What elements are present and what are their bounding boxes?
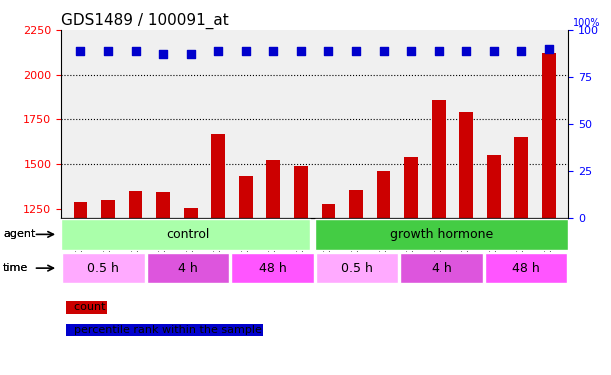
Bar (211, 134, 225, 375)
FancyBboxPatch shape (61, 219, 310, 250)
Point (379, 48, 389, 54)
Point (158, 51, 168, 57)
Bar (294, 166, 308, 375)
Point (324, 48, 334, 54)
Point (461, 48, 471, 54)
Text: agent: agent (3, 230, 35, 239)
Point (241, 48, 251, 54)
Bar (432, 100, 445, 375)
FancyBboxPatch shape (315, 219, 568, 250)
Bar (404, 157, 418, 375)
Text: 0.5 h: 0.5 h (341, 262, 373, 274)
Point (406, 48, 416, 54)
Point (268, 48, 278, 54)
Bar (376, 171, 390, 375)
Text: time: time (3, 263, 28, 273)
FancyBboxPatch shape (231, 253, 313, 284)
Point (489, 48, 499, 54)
Text: percentile rank within the sample: percentile rank within the sample (67, 325, 262, 335)
Text: 4 h: 4 h (431, 262, 452, 274)
Point (351, 48, 361, 54)
Point (296, 48, 306, 54)
Text: 100%: 100% (573, 18, 601, 28)
Point (516, 48, 526, 54)
Point (213, 48, 223, 54)
Bar (73, 202, 87, 375)
FancyBboxPatch shape (62, 253, 145, 284)
Bar (156, 192, 170, 375)
Bar (321, 204, 335, 375)
Bar (239, 176, 253, 375)
Point (131, 48, 141, 54)
Point (103, 48, 113, 54)
FancyBboxPatch shape (485, 253, 567, 284)
Bar (542, 53, 556, 375)
Text: control: control (166, 228, 210, 241)
Text: GDS1489 / 100091_at: GDS1489 / 100091_at (61, 12, 229, 28)
Text: count: count (67, 303, 106, 312)
Bar (514, 137, 529, 375)
FancyBboxPatch shape (400, 253, 483, 284)
Point (434, 48, 444, 54)
Text: 4 h: 4 h (178, 262, 198, 274)
Bar (487, 155, 500, 375)
Text: growth hormone: growth hormone (390, 228, 493, 241)
FancyBboxPatch shape (316, 253, 398, 284)
Text: time: time (3, 263, 28, 273)
Point (544, 46, 554, 52)
Bar (129, 191, 142, 375)
Bar (101, 200, 115, 375)
Point (186, 51, 196, 57)
Bar (266, 160, 280, 375)
Bar (349, 190, 363, 375)
Text: agent: agent (3, 230, 35, 239)
FancyBboxPatch shape (147, 253, 229, 284)
Bar (459, 112, 473, 375)
Bar (184, 208, 197, 375)
Point (76, 48, 86, 54)
Text: 48 h: 48 h (258, 262, 287, 274)
Text: 48 h: 48 h (512, 262, 540, 274)
Text: 0.5 h: 0.5 h (87, 262, 119, 274)
